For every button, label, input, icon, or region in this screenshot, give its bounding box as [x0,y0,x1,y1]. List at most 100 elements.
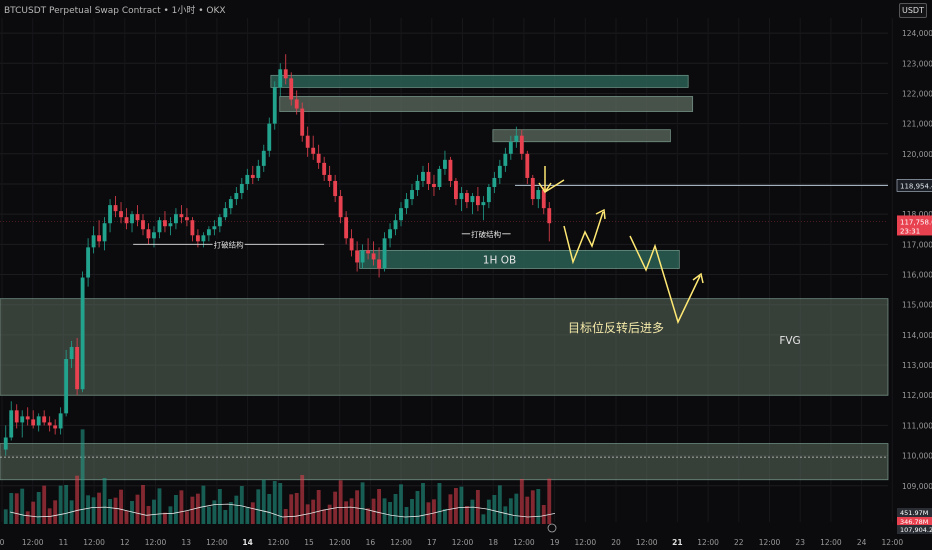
y-tick-label: 117,000.0 [902,240,932,249]
y-tick-label: 123,000.0 [902,59,932,68]
y-tick-label: 110,000.0 [902,452,932,461]
candle-body [206,229,211,236]
volume-bar [108,499,112,524]
candle-body [163,220,167,227]
volume-bar [421,483,425,524]
volume-bar [91,497,96,524]
x-tick-label: 12:00 [820,538,842,547]
replay-icon [547,523,557,533]
volume-bar [519,479,524,524]
volume-bar [245,507,250,524]
volume-bar [174,495,178,524]
candle-body [234,193,239,200]
volume-bar [119,489,123,524]
candle-body [541,190,546,209]
volume-bar [239,486,244,524]
x-tick-label: 19 [550,538,560,547]
zone-label-fvg: FVG [779,335,800,347]
price-level-label: 118,954.4 [900,182,932,190]
current-price-countdown: 23:31 [900,227,920,235]
candle-body [42,416,47,423]
volume-bar [514,493,519,524]
candle-body [519,135,524,154]
volume-bar [366,508,371,524]
x-tick-label: 12:00 [329,538,351,547]
zone-ob-1h [359,249,680,269]
y-tick-label: 109,000.0 [902,482,932,491]
volume-bar [267,494,272,524]
x-tick-label: 17 [427,538,437,547]
volume-bar [547,478,552,524]
volume-bar [86,495,91,524]
volume-bar [157,488,162,524]
zone-ob-top [270,74,689,88]
x-tick-label: 12:00 [881,538,903,547]
candle-body [497,165,502,178]
candle-body [124,217,129,224]
currency-unit-button[interactable]: USDT [899,3,927,18]
y-tick-label: 121,000.0 [902,120,932,129]
x-tick-label: 12:00 [574,538,596,547]
volume-bar [168,506,173,524]
volume-bar [31,501,36,524]
candle-body [157,220,162,233]
candle-body [14,410,19,423]
candle-body [113,205,118,212]
zigzag-up-arrow-2 [629,235,704,325]
candle-body [464,193,469,203]
volume-bar [311,499,316,524]
volume-bar [261,479,266,524]
down-arrow-annotation [538,166,565,194]
candle-body [360,250,365,263]
candle-body [36,416,41,426]
candle-body [415,180,420,191]
zone-fvg [0,298,889,396]
volume-bar [492,495,497,524]
candle-body [503,153,508,166]
volume-bar [300,475,305,524]
candle-body [289,78,294,100]
x-tick-label: 24 [857,538,867,547]
volume-bar [201,485,206,524]
candle-body [470,196,475,203]
volume-bar [228,502,233,524]
candle-body [135,214,140,221]
candle-body [217,217,222,227]
candle-body [80,277,85,390]
volume-bar [250,502,255,524]
x-tick-label: 12:00 [636,538,658,547]
volume-bar [75,475,80,524]
candle-body [338,196,343,218]
volume-bar [190,496,195,524]
candle-body [91,235,96,248]
candle-body [47,422,52,426]
volume-bar [141,485,145,524]
y-tick-label: 116,000.0 [902,271,932,280]
volume-bar [503,506,508,524]
volume-bar [404,507,409,524]
volume-bar [179,490,184,524]
volume-bar [184,511,189,524]
candle-body [256,165,261,178]
candle-body [184,217,189,221]
candle-body [459,193,464,200]
candle-body [25,416,30,420]
candle-body [212,226,217,230]
candle-body [300,108,305,136]
volume-bar [464,506,469,524]
candle-body [267,123,272,151]
candle-body [536,190,541,200]
candle-body [119,211,123,218]
candle-body [64,359,69,414]
x-tick-label: 16 [366,538,376,547]
volume-bar [206,506,211,524]
x-tick-label: 12:00 [759,538,781,547]
candle-body [245,174,250,184]
candle-body [355,250,360,263]
x-tick-label: 12 [120,538,130,547]
candle-body [508,141,513,154]
y-tick-label: 113,000.0 [902,361,932,370]
candle-body [327,174,332,181]
candle-body [58,413,63,429]
